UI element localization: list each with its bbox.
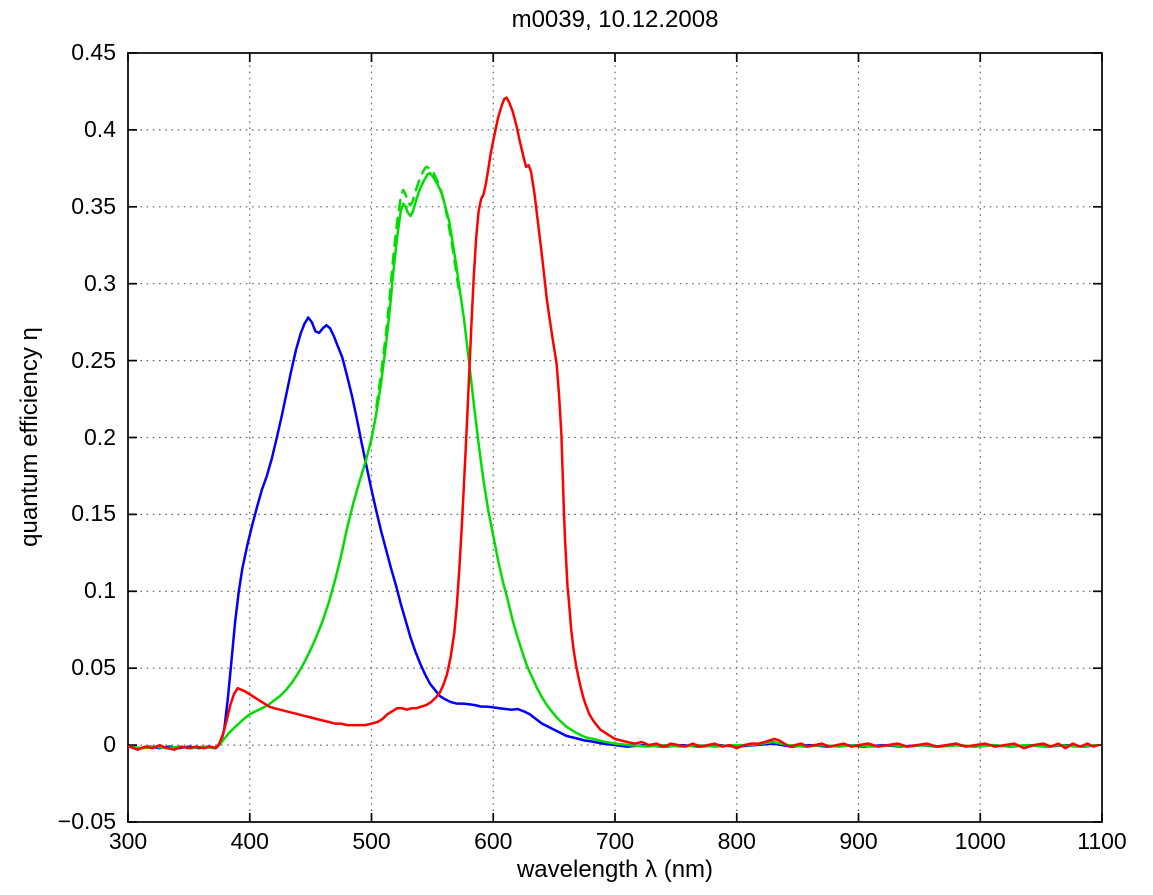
y-tick-label: 0.4 [84,115,116,142]
series-green-channel-dashed [375,165,461,408]
x-tick-label: 800 [717,828,756,854]
series-red-channel [127,96,1100,751]
x-tick-label: 1100 [1077,828,1127,854]
y-tick-label: 0.45 [71,39,116,65]
x-tick-label: 600 [474,828,513,854]
x-tick-label: 1000 [954,828,1006,854]
x-tick-label: 400 [230,828,269,854]
x-tick-label: 700 [595,828,635,854]
y-tick-label: 0.25 [71,346,116,373]
y-tick-label: 0.05 [71,654,116,681]
y-tick-label: 0.3 [84,269,116,296]
y-tick-label: 0.35 [71,192,116,219]
series-blue-channel [127,316,1100,750]
x-tick-label: 300 [108,828,148,854]
y-tick-label: −0.05 [57,808,116,834]
y-tick-label: 0.2 [84,423,116,450]
y-tick-label: 0.1 [84,577,116,604]
y-tick-label: 0 [103,731,116,758]
x-tick-label: 900 [839,828,878,854]
chart-title: m0039, 10.12.2008 [511,6,719,33]
axes-box [127,52,1103,823]
x-axis-label: wavelength λ (nm) [516,856,714,883]
x-tick-label: 500 [352,828,391,854]
series-green-channel [127,171,1100,750]
y-tick-label: 0.15 [71,500,116,527]
